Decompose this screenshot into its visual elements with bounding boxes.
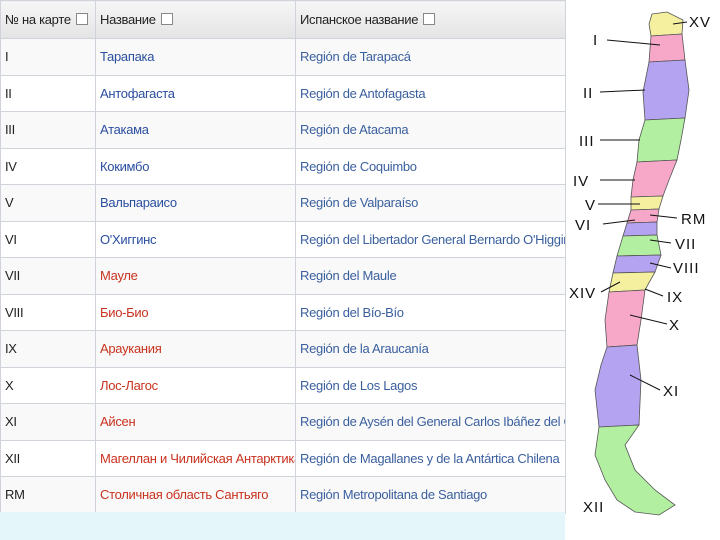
- region-label: XI: [663, 383, 679, 400]
- footer-band: [0, 512, 565, 540]
- region-number: X: [0, 366, 96, 404]
- spanish-name-link[interactable]: Región del Libertador General Bernardo O…: [295, 220, 566, 258]
- region-label: RM: [681, 211, 706, 228]
- region-name-link[interactable]: Тарапака: [95, 38, 296, 76]
- table-row: I Тарапака Región de Tarapacá: [0, 38, 566, 76]
- region-number: I: [0, 38, 96, 76]
- region-label: XIV: [569, 285, 596, 302]
- spanish-name-link[interactable]: Región del Maule: [295, 257, 566, 295]
- region-label: IV: [573, 173, 589, 190]
- region-number: VIII: [0, 293, 96, 331]
- spanish-name-link[interactable]: Región de Valparaíso: [295, 184, 566, 222]
- region-number: II: [0, 74, 96, 112]
- region-number: IV: [0, 147, 96, 185]
- region-name-link[interactable]: Мауле: [95, 257, 296, 295]
- region-name-link[interactable]: Араукания: [95, 330, 296, 368]
- table-row: X Лос-Лагос Región de Los Lagos: [0, 366, 566, 404]
- region-name-link[interactable]: Кокимбо: [95, 147, 296, 185]
- table-row: VII Мауле Región del Maule: [0, 257, 566, 295]
- region-number: XI: [0, 403, 96, 441]
- region-number: VI: [0, 220, 96, 258]
- table-row: RM Столичная область Сантьяго Región Metro…: [0, 476, 566, 514]
- header-cell[interactable]: Название: [95, 0, 296, 39]
- header-text: Название: [100, 12, 156, 27]
- region-name-link[interactable]: Антофагаста: [95, 74, 296, 112]
- map-labels: XV I II III IV V VI RM VII VIII XIV IX X…: [569, 14, 711, 516]
- region-name-link[interactable]: О'Хиггинс: [95, 220, 296, 258]
- region-label: II: [583, 85, 593, 102]
- region-number: V: [0, 184, 96, 222]
- region-label: XV: [689, 14, 711, 31]
- region-number: XII: [0, 439, 96, 477]
- region-name-link[interactable]: Вальпараисо: [95, 184, 296, 222]
- region-label: X: [669, 317, 680, 334]
- spanish-name-link[interactable]: Región de Tarapacá: [295, 38, 566, 76]
- spanish-name-link[interactable]: Región Metropolitana de Santiago: [295, 476, 566, 514]
- table-row: IV Кокимбо Región de Coquimbo: [0, 147, 566, 185]
- regions: [594, 11, 690, 516]
- leaders: [598, 21, 688, 391]
- region-number: VII: [0, 257, 96, 295]
- regions-table: № на карте Название Испанское название I…: [0, 0, 566, 514]
- region-number: III: [0, 111, 96, 149]
- header-text: № на карте: [5, 12, 71, 27]
- table-row: II Антофагаста Región de Antofagasta: [0, 74, 566, 112]
- chile-map: XV I II III IV V VI RM VII VIII XIV IX X…: [569, 11, 711, 516]
- region-label: V: [585, 197, 596, 214]
- spanish-name-link[interactable]: Región de Atacama: [295, 111, 566, 149]
- spanish-name-link[interactable]: Región de Antofagasta: [295, 74, 566, 112]
- region-label: XII: [583, 499, 604, 516]
- region-label: I: [593, 32, 598, 49]
- region-name-link[interactable]: Магеллан и Чилийская Антарктика: [95, 439, 296, 477]
- region-name-link[interactable]: Лос-Лагос: [95, 366, 296, 404]
- region-label: VII: [675, 236, 696, 253]
- spanish-name-link[interactable]: Región de la Araucanía: [295, 330, 566, 368]
- table-row: XI Айсен Región de Aysén del General Carlo…: [0, 403, 566, 441]
- spanish-name-link[interactable]: Región del Bío-Bío: [295, 293, 566, 331]
- region-name-link[interactable]: Био-Био: [95, 293, 296, 331]
- spanish-name-link[interactable]: Región de Magallanes y de la Antártica C…: [295, 439, 566, 477]
- header-row: № на карте Название Испанское название: [0, 0, 566, 39]
- region-number: RM: [0, 476, 96, 514]
- spanish-name-link[interactable]: Región de Aysén del General Carlos Ibáñe…: [295, 403, 566, 441]
- region-label: IX: [667, 289, 683, 306]
- header-cell[interactable]: Испанское название: [295, 0, 566, 39]
- table-row: VIII Био-Био Región del Bío-Bío: [0, 293, 566, 331]
- spanish-name-link[interactable]: Región de Coquimbo: [295, 147, 566, 185]
- region-label: III: [579, 133, 595, 150]
- table-row: VI О'Хиггинс Región del Libertador General…: [0, 220, 566, 258]
- region-label: VI: [575, 217, 591, 234]
- header-cell[interactable]: № на карте: [0, 0, 96, 39]
- region-number: IX: [0, 330, 96, 368]
- table-row: IX Араукания Región de la Araucanía: [0, 330, 566, 368]
- region-label: VIII: [673, 260, 700, 277]
- table-row: III Атакама Región de Atacama: [0, 111, 566, 149]
- region-name-link[interactable]: Столичная область Сантьяго: [95, 476, 296, 514]
- region-name-link[interactable]: Айсен: [95, 403, 296, 441]
- table-row: V Вальпараисо Región de Valparaíso: [0, 184, 566, 222]
- header-text: Испанское название: [300, 12, 419, 27]
- spanish-name-link[interactable]: Región de Los Lagos: [295, 366, 566, 404]
- region-name-link[interactable]: Атакама: [95, 111, 296, 149]
- table-row: XII Магеллан и Чилийская Антарктика Región…: [0, 439, 566, 477]
